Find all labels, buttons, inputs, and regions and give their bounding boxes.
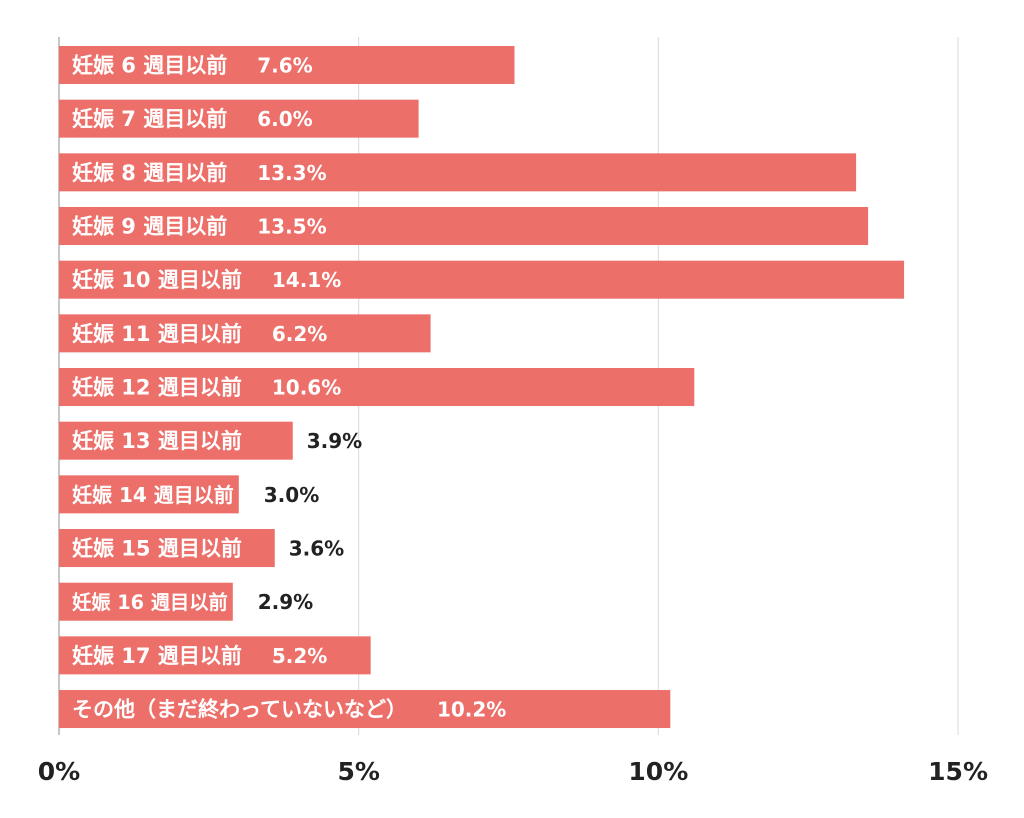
value-label-13: 10.2%	[437, 698, 506, 722]
bar-8	[59, 421, 293, 460]
bar-5	[59, 260, 905, 299]
category-label-11: 妊娠 16 週目以前	[72, 591, 228, 614]
value-label-1: 7.6%	[257, 54, 312, 78]
bar-3	[59, 153, 857, 192]
category-label-7: 妊娠 12 週目以前	[72, 376, 242, 400]
bar-11	[59, 582, 233, 621]
value-label-2: 6.0%	[257, 107, 312, 131]
x-tick-label-10: 10%	[628, 757, 688, 786]
category-label-1: 妊娠 6 週目以前	[72, 54, 227, 78]
value-label-9: 3.0%	[264, 483, 319, 507]
value-label-10: 3.6%	[289, 537, 344, 561]
value-label-3: 13.3%	[257, 161, 326, 185]
bar-6	[59, 314, 431, 353]
category-label-10: 妊娠 15 週目以前	[72, 537, 242, 561]
bar-4	[59, 207, 869, 246]
value-label-6: 6.2%	[272, 322, 327, 346]
category-label-5: 妊娠 10 週目以前	[72, 268, 242, 292]
category-label-8: 妊娠 13 週目以前	[72, 429, 242, 453]
value-label-7: 10.6%	[272, 376, 341, 400]
bar-12	[59, 636, 371, 675]
value-label-11: 2.9%	[258, 590, 313, 614]
category-label-3: 妊娠 8 週目以前	[72, 161, 227, 185]
bar-2	[59, 99, 419, 138]
x-tick-label-0: 0%	[38, 757, 80, 786]
x-tick-label-15: 15%	[928, 757, 988, 786]
category-label-4: 妊娠 9 週目以前	[72, 215, 227, 239]
bar-7	[59, 368, 695, 407]
value-label-5: 14.1%	[272, 268, 341, 292]
value-label-12: 5.2%	[272, 644, 327, 668]
bars	[59, 46, 905, 729]
x-axis-ticks: 0% 5% 10% 15%	[38, 757, 988, 786]
bar-9	[59, 475, 239, 514]
bar-1	[59, 46, 515, 84]
bar-13	[59, 690, 671, 729]
bar-labels: 妊娠 6 週目以前 7.6% 妊娠 7 週目以前 6.0% 妊娠 8 週目以前 13.3%…	[72, 54, 506, 722]
category-label-6: 妊娠 11 週目以前	[72, 322, 242, 346]
x-tick-label-5: 5%	[337, 757, 379, 786]
category-label-12: 妊娠 17 週目以前	[72, 644, 242, 668]
category-label-2: 妊娠 7 週目以前	[72, 107, 227, 131]
value-label-8: 3.9%	[307, 429, 362, 453]
value-label-4: 13.5%	[257, 215, 326, 239]
category-label-13: その他（まだ終わっていないなど）	[72, 698, 407, 722]
bar-10	[59, 529, 275, 568]
category-label-9: 妊娠 14 週目以前	[72, 483, 234, 507]
